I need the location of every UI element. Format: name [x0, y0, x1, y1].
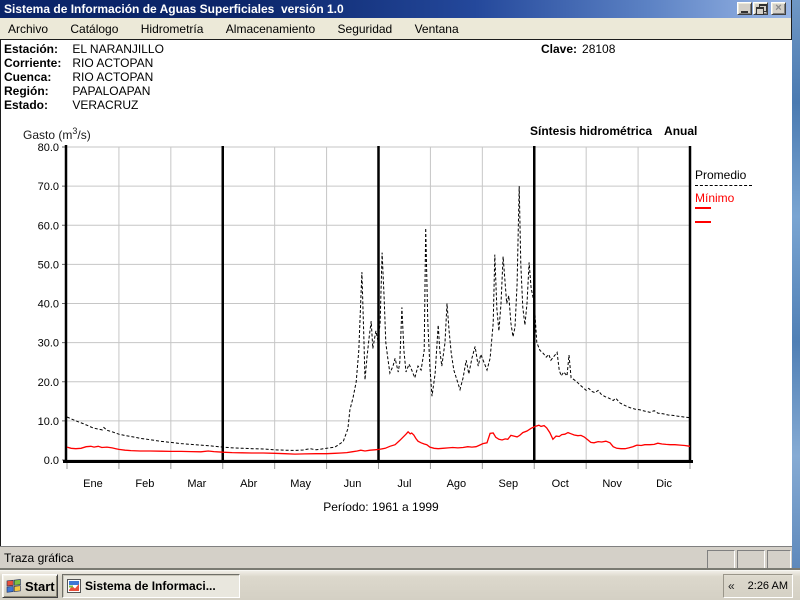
tray-chevron-icon[interactable]: «: [728, 579, 735, 593]
legend-promedio-line-sample: [695, 185, 752, 186]
desktop-background: [792, 0, 800, 570]
taskbar-clock: 2:26 AM: [747, 580, 788, 592]
menu-item-seguridad[interactable]: Seguridad: [337, 22, 393, 36]
status-bar: Traza gráfica: [0, 546, 792, 570]
close-icon: ×: [775, 2, 782, 14]
station-info: Estación: EL NARANJILLO Corriente: RIO A…: [4, 42, 164, 112]
restore-icon: [755, 4, 767, 15]
menu-item-hidrometria[interactable]: Hidrometría: [140, 22, 204, 36]
taskbar: Start Sistema de Informaci... « 2:26 AM: [0, 570, 800, 600]
menu-bar: Archivo Catálogo Hidrometría Almacenamie…: [0, 18, 791, 39]
title-bar[interactable]: Sistema de Información de Aguas Superfic…: [0, 0, 791, 18]
minimize-icon: [741, 11, 748, 13]
system-tray: « 2:26 AM: [723, 574, 793, 598]
window-title: Sistema de Información de Aguas Superfic…: [4, 2, 344, 16]
status-pane: [707, 550, 735, 569]
station-row: Estado: VERACRUZ: [4, 98, 164, 112]
status-pane: [767, 550, 791, 569]
station-label: Cuenca:: [4, 70, 52, 84]
station-value: RIO ACTOPAN: [72, 56, 154, 70]
status-pane: [737, 550, 765, 569]
task-label: Sistema de Informaci...: [85, 579, 216, 593]
station-value: RIO ACTOPAN: [72, 70, 154, 84]
clave-label: Clave:: [541, 42, 578, 56]
legend-minimo-line-sample: [695, 207, 735, 235]
status-text: Traza gráfica: [4, 551, 74, 565]
station-row: Estación: EL NARANJILLO: [4, 42, 164, 56]
station-label: Estado:: [4, 98, 49, 112]
station-row: Corriente: RIO ACTOPAN: [4, 56, 164, 70]
restore-button[interactable]: [753, 2, 768, 15]
app-icon: [67, 579, 81, 593]
legend-minimo-label: Mínimo: [695, 191, 735, 205]
client-area: Estación: EL NARANJILLO Corriente: RIO A…: [0, 39, 792, 546]
station-value: EL NARANJILLO: [72, 42, 164, 56]
minimize-button[interactable]: [737, 2, 752, 15]
menu-item-ventana[interactable]: Ventana: [414, 22, 459, 36]
menu-item-catalogo[interactable]: Catálogo: [70, 22, 119, 36]
app-window: Sistema de Información de Aguas Superfic…: [0, 0, 792, 570]
station-value: VERACRUZ: [72, 98, 139, 112]
station-label: Estación:: [4, 42, 59, 56]
start-label: Start: [25, 578, 55, 594]
station-row: Cuenca: RIO ACTOPAN: [4, 70, 164, 84]
station-row: Región: PAPALOAPAN: [4, 84, 164, 98]
windows-logo-icon: [6, 579, 21, 593]
start-button[interactable]: Start: [2, 574, 58, 598]
y-axis-title: Gasto (m3/s): [23, 126, 91, 142]
taskbar-app-button[interactable]: Sistema de Informaci...: [62, 574, 240, 598]
menu-item-archivo[interactable]: Archivo: [8, 22, 49, 36]
legend-promedio-label: Promedio: [695, 168, 747, 182]
close-button[interactable]: ×: [771, 2, 786, 15]
menu-item-almacenamiento[interactable]: Almacenamiento: [225, 22, 316, 36]
period-label: Período: 1961 a 1999: [323, 500, 439, 514]
chart-title: Síntesis hidrométrica Anual: [530, 124, 698, 138]
station-value: PAPALOAPAN: [72, 84, 151, 98]
station-label: Corriente:: [4, 56, 62, 70]
clave-field: Clave: 28108: [541, 42, 615, 56]
clave-value: 28108: [582, 42, 616, 56]
station-label: Región:: [4, 84, 49, 98]
